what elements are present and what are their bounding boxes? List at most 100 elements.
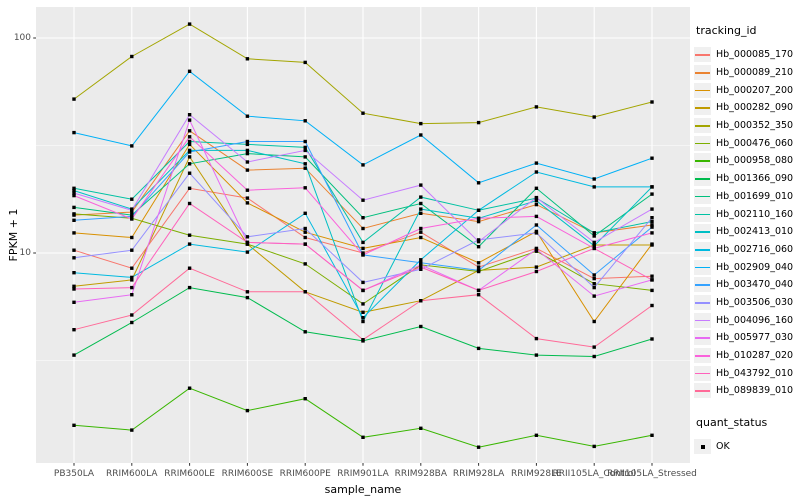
data-point	[534, 202, 539, 207]
data-point	[361, 435, 365, 439]
data-point	[534, 161, 539, 165]
legend-item-label: Hb_000958_080	[716, 155, 794, 167]
legend-key-line	[695, 372, 710, 375]
data-point	[130, 248, 134, 252]
legend-item-Hb_000958_080: Hb_000958_080	[694, 152, 798, 170]
data-point	[419, 133, 423, 137]
data-point	[187, 162, 192, 166]
data-point	[72, 284, 76, 288]
data-point	[245, 408, 250, 413]
data-point	[187, 113, 192, 117]
legend-item-Hb_004096_160: Hb_004096_160	[694, 311, 798, 329]
data-point	[592, 285, 596, 290]
legend-item-Hb_000352_350: Hb_000352_350	[694, 117, 798, 135]
legend-key-line-icon	[694, 348, 711, 364]
data-point	[130, 266, 134, 270]
legend-item-Hb_002716_060: Hb_002716_060	[694, 241, 798, 259]
legend-key-line	[695, 160, 710, 163]
data-point	[361, 240, 365, 245]
data-point	[476, 181, 481, 185]
data-point	[592, 282, 596, 286]
data-point	[303, 262, 307, 266]
data-point	[534, 231, 539, 235]
data-point	[130, 293, 134, 297]
data-point	[72, 423, 76, 427]
data-point	[130, 54, 134, 59]
legend-key-line-icon	[694, 118, 711, 134]
data-point	[476, 293, 481, 297]
data-point	[419, 267, 423, 271]
data-point	[419, 230, 423, 234]
legend-item-label: Hb_002413_010	[716, 226, 794, 238]
legend-item-Hb_003506_030: Hb_003506_030	[694, 294, 798, 312]
data-point	[650, 288, 654, 293]
legend-key-line	[695, 301, 710, 304]
x-tick-label: RRIM600LE	[164, 469, 215, 479]
data-point	[187, 386, 192, 390]
legend-key-line-icon	[694, 82, 711, 98]
data-point	[245, 188, 250, 192]
data-point	[245, 235, 250, 239]
data-point	[419, 265, 423, 269]
data-point	[72, 97, 76, 101]
data-point	[361, 251, 365, 255]
legend-item-label: Hb_001699_010	[716, 190, 794, 202]
data-point	[650, 156, 654, 160]
data-point	[303, 226, 307, 231]
quant-status-key	[694, 439, 711, 455]
data-point	[130, 217, 134, 221]
data-point	[130, 235, 134, 240]
legend-item-label: Hb_004096_160	[716, 314, 794, 326]
data-point	[245, 151, 250, 156]
legend-key-line-icon	[694, 383, 711, 399]
legend-item-label: OK	[716, 441, 730, 453]
data-point	[187, 285, 192, 290]
legend-item-Hb_000207_200: Hb_000207_200	[694, 81, 798, 99]
legend-item-Hb_000282_090: Hb_000282_090	[694, 99, 798, 117]
data-point	[361, 198, 365, 202]
data-point	[476, 239, 481, 244]
legend-key-line-icon	[694, 312, 711, 328]
data-point	[361, 253, 365, 257]
legend-key-line	[695, 72, 710, 74]
legend-key-line	[695, 266, 710, 269]
data-point	[72, 353, 76, 357]
data-point	[650, 207, 654, 211]
data-point	[303, 211, 307, 215]
data-point	[534, 105, 539, 109]
data-point	[361, 216, 365, 220]
data-point	[592, 294, 596, 298]
data-point	[361, 310, 365, 314]
x-tick-label: RRIM600PE	[279, 469, 331, 479]
data-point	[72, 256, 76, 260]
legend-key-line	[695, 89, 710, 92]
data-point	[592, 240, 596, 245]
legend-key-line-icon	[694, 100, 711, 116]
data-point	[592, 345, 596, 349]
legend-item-label: Hb_089839_010	[716, 385, 794, 397]
legend-title-tracking-id: tracking_id	[696, 24, 757, 37]
data-point	[650, 192, 654, 196]
data-point	[592, 273, 596, 277]
legend-item-Hb_000089_210: Hb_000089_210	[694, 64, 798, 82]
data-point	[534, 214, 539, 219]
data-point	[592, 244, 596, 248]
data-point	[361, 226, 365, 231]
data-point	[187, 266, 192, 270]
data-point	[72, 130, 76, 135]
data-point	[245, 201, 250, 205]
legend-key-line-icon	[694, 241, 711, 257]
legend-item-label: Hb_000085_170	[716, 49, 794, 61]
legend-key-line-icon	[694, 188, 711, 204]
data-point	[419, 235, 423, 240]
legend-item-Hb_002110_160: Hb_002110_160	[694, 205, 798, 223]
data-point	[187, 142, 192, 147]
data-point	[419, 195, 423, 199]
data-point	[72, 193, 76, 198]
data-point	[419, 299, 423, 303]
data-point	[245, 295, 250, 300]
legend-item-Hb_005977_030: Hb_005977_030	[694, 329, 798, 347]
data-point	[361, 288, 365, 293]
data-point	[534, 186, 539, 190]
